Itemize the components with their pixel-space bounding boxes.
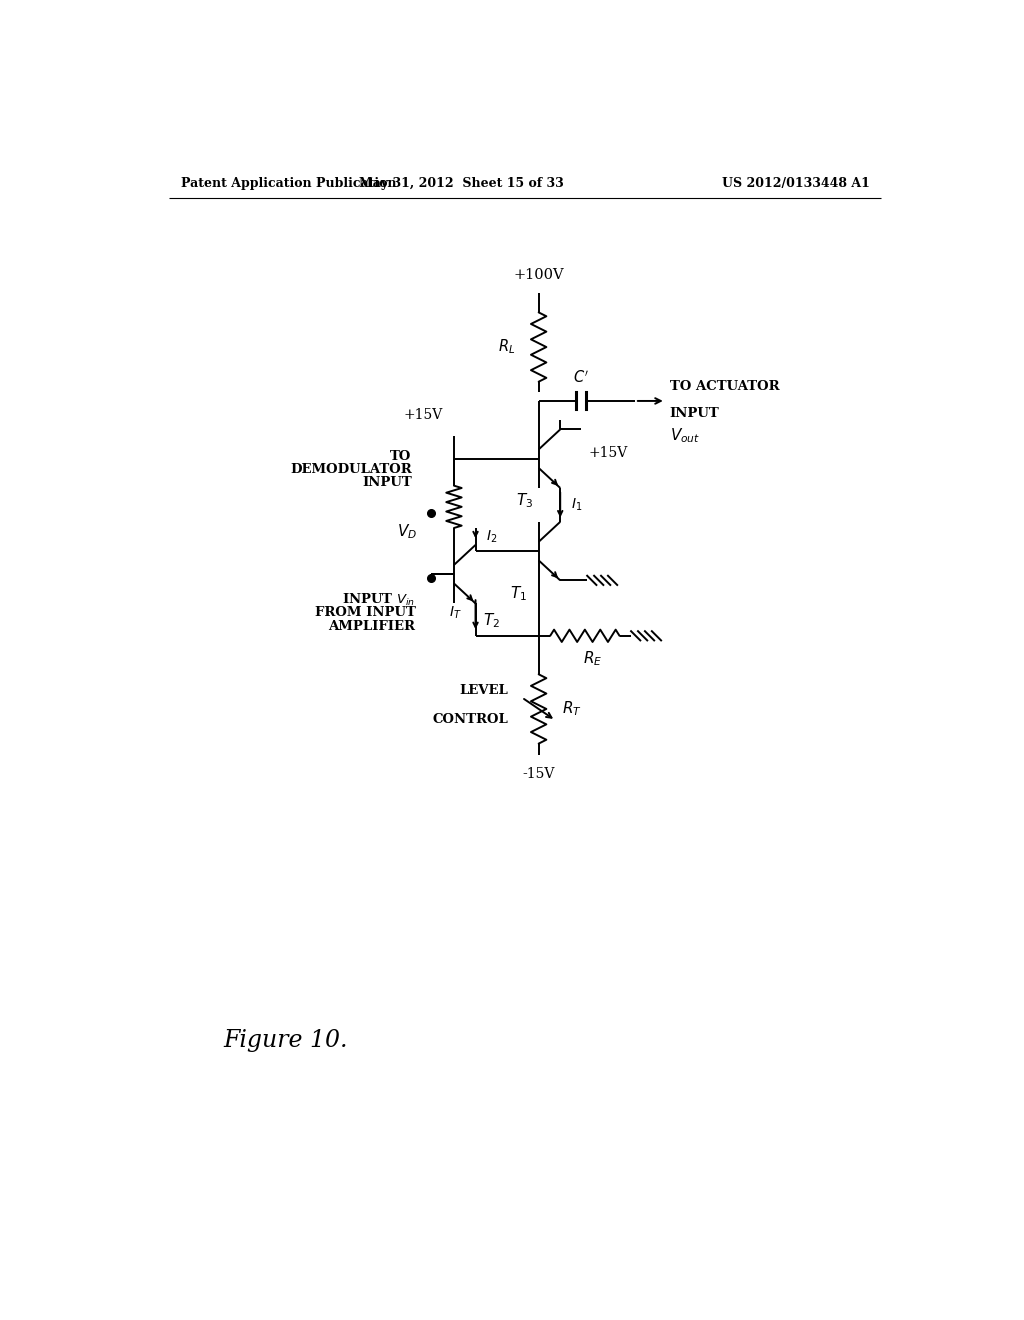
- Text: TO: TO: [390, 450, 412, 462]
- Text: $I_1$: $I_1$: [571, 496, 583, 513]
- Text: $V_D$: $V_D$: [397, 523, 417, 541]
- Text: $R_L$: $R_L$: [499, 338, 515, 356]
- Text: FROM INPUT: FROM INPUT: [314, 606, 416, 619]
- Text: Figure 10.: Figure 10.: [223, 1028, 347, 1052]
- Text: $C'$: $C'$: [573, 370, 589, 385]
- Text: $I_T$: $I_T$: [449, 605, 462, 620]
- Text: AMPLIFIER: AMPLIFIER: [329, 619, 416, 632]
- Text: May 31, 2012  Sheet 15 of 33: May 31, 2012 Sheet 15 of 33: [359, 177, 564, 190]
- Text: INPUT $V_{in}$: INPUT $V_{in}$: [342, 591, 416, 609]
- Text: +15V: +15V: [589, 446, 628, 459]
- Text: +100V: +100V: [513, 268, 564, 281]
- Text: -15V: -15V: [522, 767, 555, 780]
- Text: INPUT: INPUT: [361, 477, 412, 490]
- Text: $T_1$: $T_1$: [510, 583, 527, 603]
- Text: $I_2$: $I_2$: [486, 528, 498, 545]
- Text: US 2012/0133448 A1: US 2012/0133448 A1: [722, 177, 869, 190]
- Text: CONTROL: CONTROL: [432, 713, 508, 726]
- Text: $T_2$: $T_2$: [483, 611, 500, 630]
- Text: $R_T$: $R_T$: [562, 700, 582, 718]
- Text: Patent Application Publication: Patent Application Publication: [180, 177, 396, 190]
- Text: DEMODULATOR: DEMODULATOR: [290, 462, 412, 475]
- Text: INPUT: INPUT: [670, 407, 719, 420]
- Text: LEVEL: LEVEL: [459, 684, 508, 697]
- Text: $R_E$: $R_E$: [583, 649, 602, 668]
- Text: $V_{out}$: $V_{out}$: [670, 426, 699, 445]
- Text: +15V: +15V: [403, 408, 442, 422]
- Text: TO ACTUATOR: TO ACTUATOR: [670, 380, 779, 393]
- Text: $T_3$: $T_3$: [516, 492, 534, 511]
